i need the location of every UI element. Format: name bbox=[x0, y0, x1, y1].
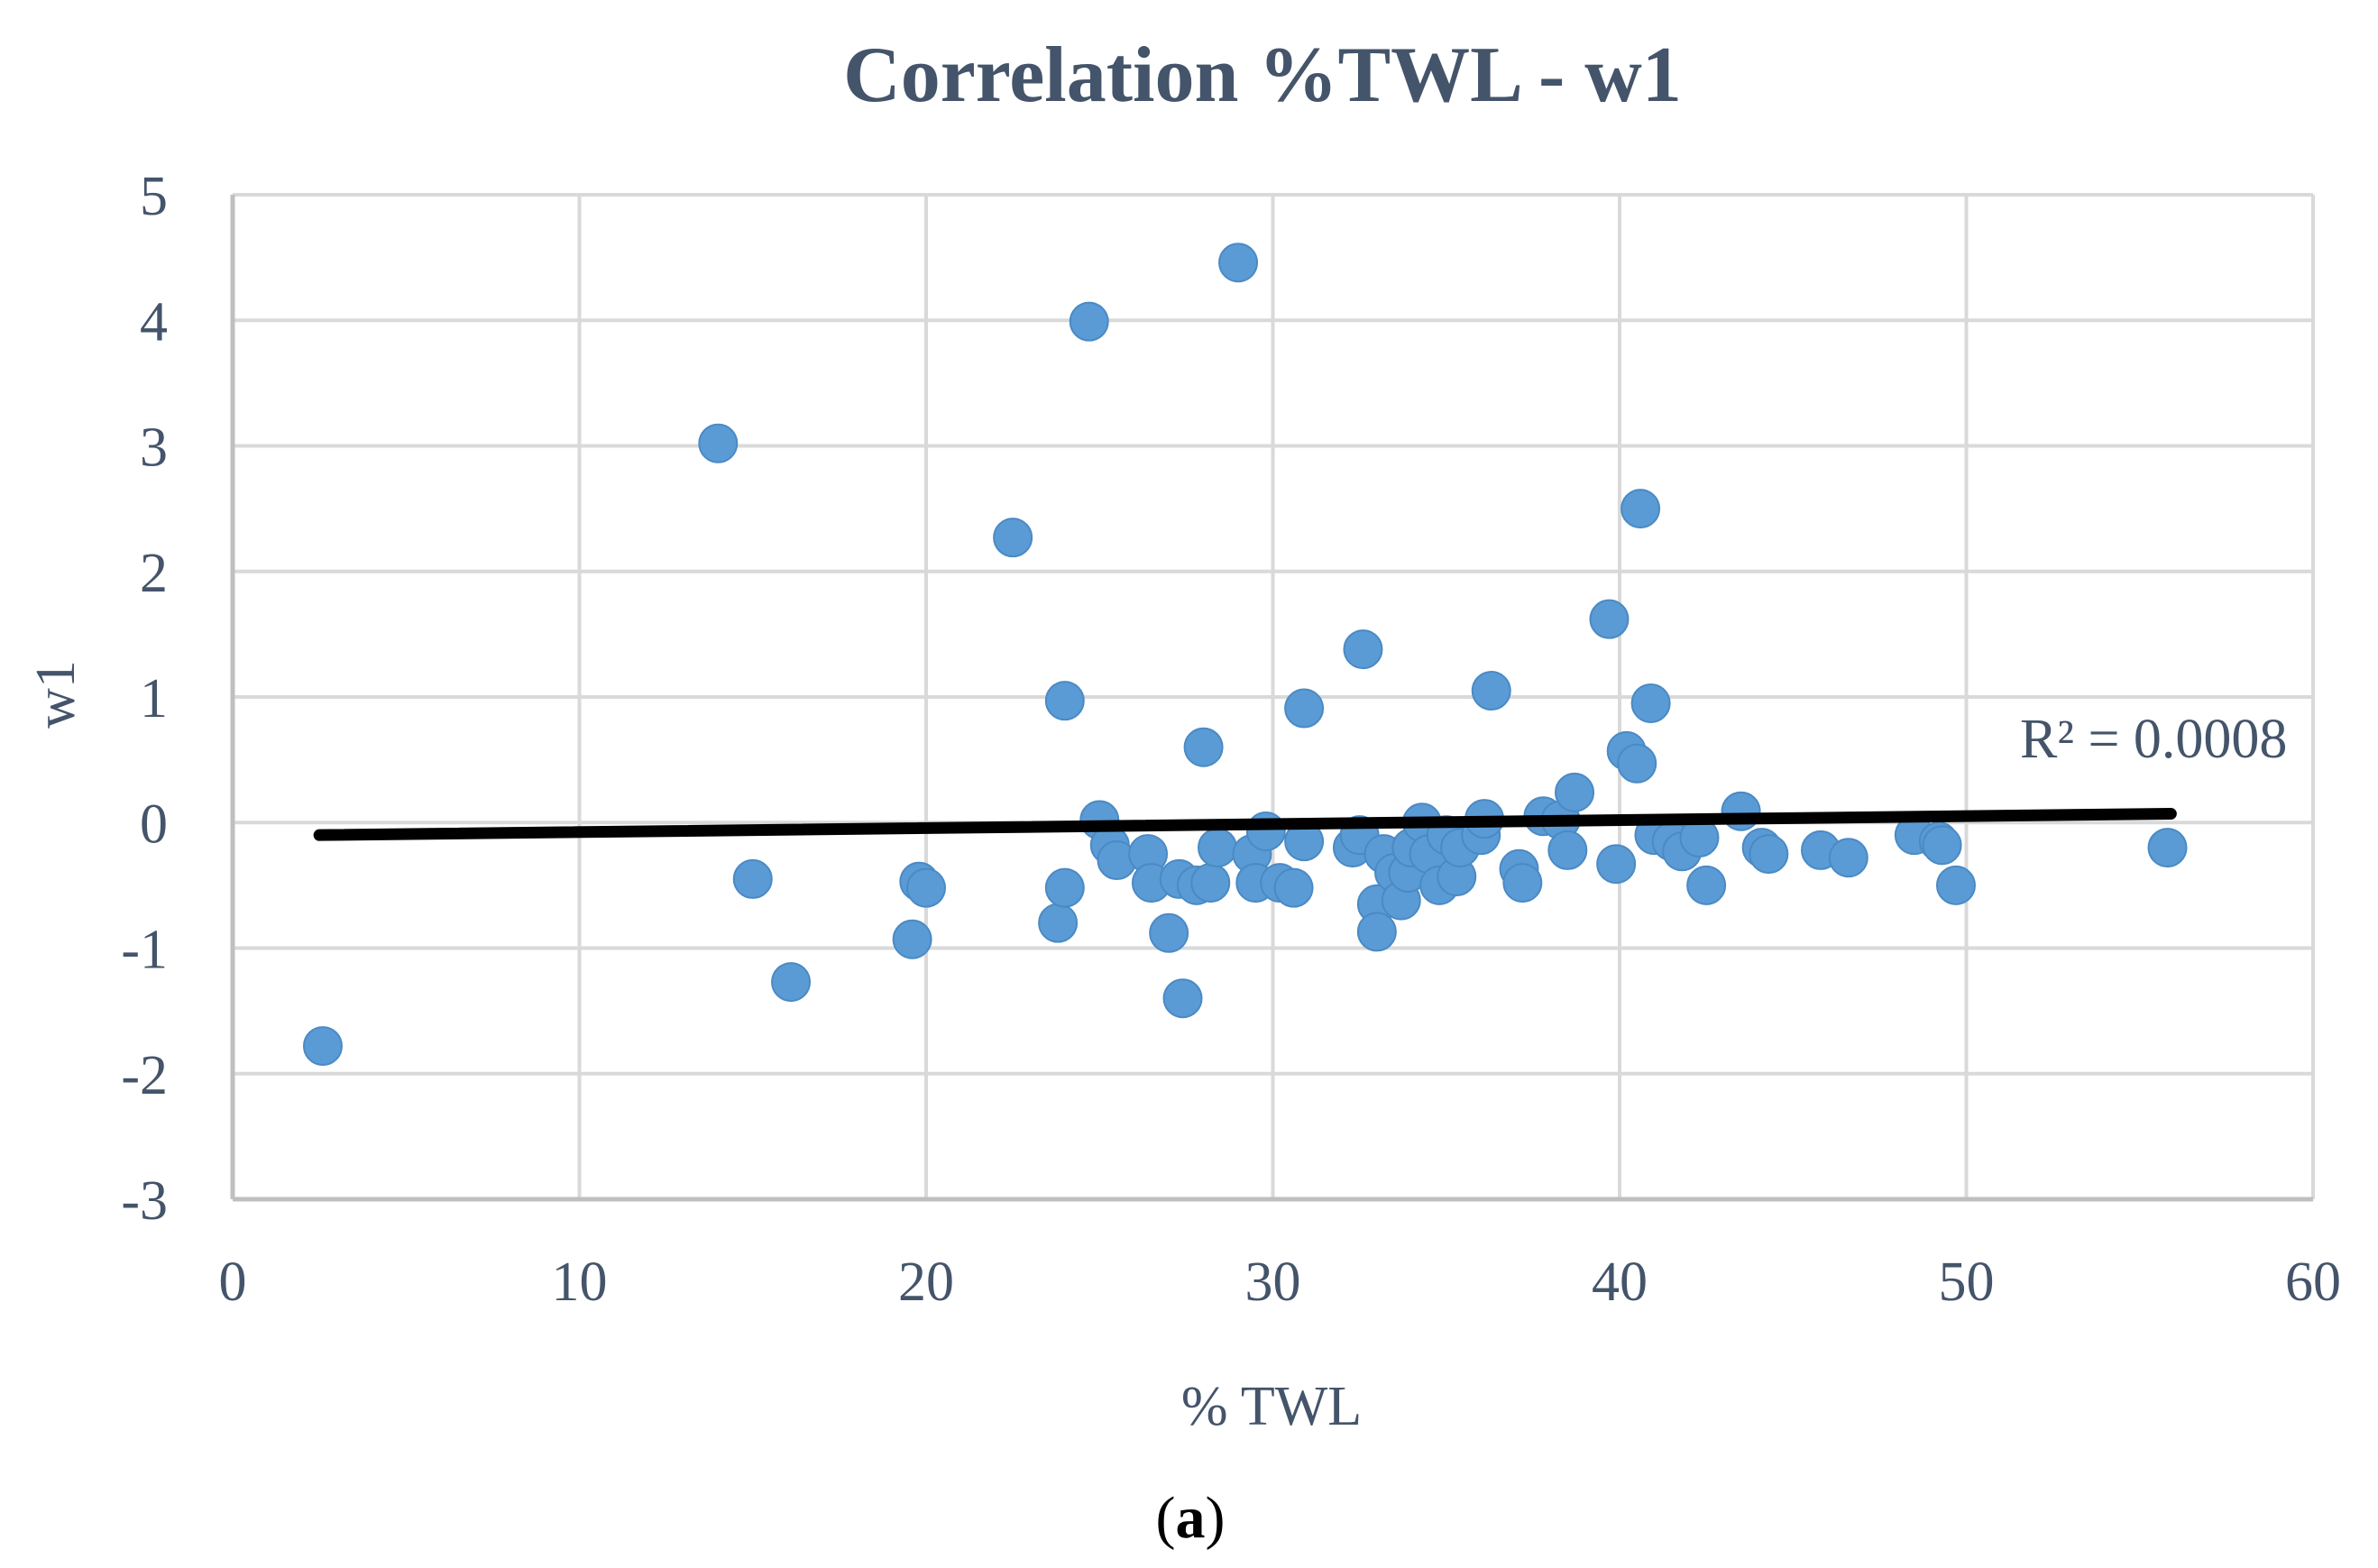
data-point bbox=[1343, 629, 1383, 670]
data-point bbox=[1162, 978, 1203, 1019]
grid bbox=[230, 193, 2315, 1202]
data-point bbox=[771, 962, 812, 1003]
y-tick-label: 1 bbox=[140, 668, 168, 729]
data-point bbox=[892, 919, 932, 959]
data-point bbox=[1183, 727, 1224, 767]
trendline-layer bbox=[313, 808, 2177, 841]
data-point bbox=[1038, 903, 1079, 943]
data-point bbox=[1922, 825, 1962, 866]
data-point bbox=[1589, 599, 1630, 639]
y-tick-label: 0 bbox=[140, 793, 168, 855]
x-tick-label: 0 bbox=[219, 1252, 247, 1313]
r-squared-label: R² = 0.0008 bbox=[2020, 709, 2287, 770]
caption-open-paren: ( bbox=[1156, 1485, 1176, 1551]
x-tick-label: 50 bbox=[1939, 1252, 1995, 1313]
y-tick-label: -1 bbox=[121, 920, 168, 981]
data-point bbox=[1245, 811, 1286, 851]
data-point bbox=[1190, 863, 1231, 903]
caption-letter: a bbox=[1176, 1485, 1206, 1551]
data-point bbox=[1149, 912, 1189, 953]
y-axis-label: w1 bbox=[25, 660, 87, 729]
y-tick-label: 4 bbox=[140, 291, 168, 353]
data-point bbox=[1069, 301, 1109, 342]
figure-caption: (a) bbox=[1156, 1485, 1226, 1551]
axis-ticks: 0 10 20 30 40 50 60 -3 -2 -1 0 1 2 3 4 5 bbox=[121, 166, 2341, 1313]
data-point bbox=[1044, 867, 1085, 908]
y-tick-label: 3 bbox=[140, 417, 168, 479]
data-point bbox=[1356, 912, 1397, 952]
x-tick-label: 10 bbox=[552, 1252, 608, 1313]
x-tick-label: 20 bbox=[898, 1252, 954, 1313]
y-tick-label: 2 bbox=[140, 543, 168, 604]
data-point bbox=[2147, 828, 2188, 868]
data-point bbox=[1555, 772, 1595, 812]
caption-close-paren: ) bbox=[1206, 1485, 1226, 1551]
data-point bbox=[1935, 865, 1976, 905]
data-point bbox=[1284, 688, 1325, 729]
x-tick-label: 60 bbox=[2285, 1252, 2341, 1313]
data-point bbox=[1596, 844, 1637, 885]
data-point bbox=[1547, 830, 1588, 870]
data-point bbox=[732, 858, 773, 899]
trendline bbox=[313, 808, 2177, 841]
data-point bbox=[1828, 838, 1868, 878]
data-point bbox=[1749, 834, 1789, 875]
data-point bbox=[1471, 671, 1511, 711]
data-point bbox=[1630, 683, 1671, 723]
data-point bbox=[1273, 867, 1314, 908]
chart-title: Correlation %TWL - w1 bbox=[843, 32, 1682, 119]
y-tick-label: -2 bbox=[121, 1045, 168, 1106]
x-axis-label: % TWL bbox=[1181, 1376, 1362, 1437]
data-point bbox=[993, 518, 1033, 558]
data-point bbox=[1621, 489, 1661, 529]
data-point bbox=[1686, 865, 1727, 905]
data-point bbox=[698, 423, 739, 463]
data-points bbox=[302, 243, 2188, 1067]
data-point bbox=[1044, 681, 1085, 721]
data-point bbox=[302, 1026, 343, 1067]
data-point bbox=[1218, 243, 1259, 283]
data-point bbox=[1617, 743, 1657, 784]
data-point bbox=[1197, 828, 1237, 868]
data-point bbox=[906, 867, 946, 908]
x-tick-label: 30 bbox=[1245, 1252, 1301, 1313]
y-tick-label: 5 bbox=[140, 166, 168, 227]
data-point bbox=[1502, 863, 1543, 903]
x-tick-label: 40 bbox=[1592, 1252, 1648, 1313]
y-tick-label: -3 bbox=[121, 1170, 168, 1232]
